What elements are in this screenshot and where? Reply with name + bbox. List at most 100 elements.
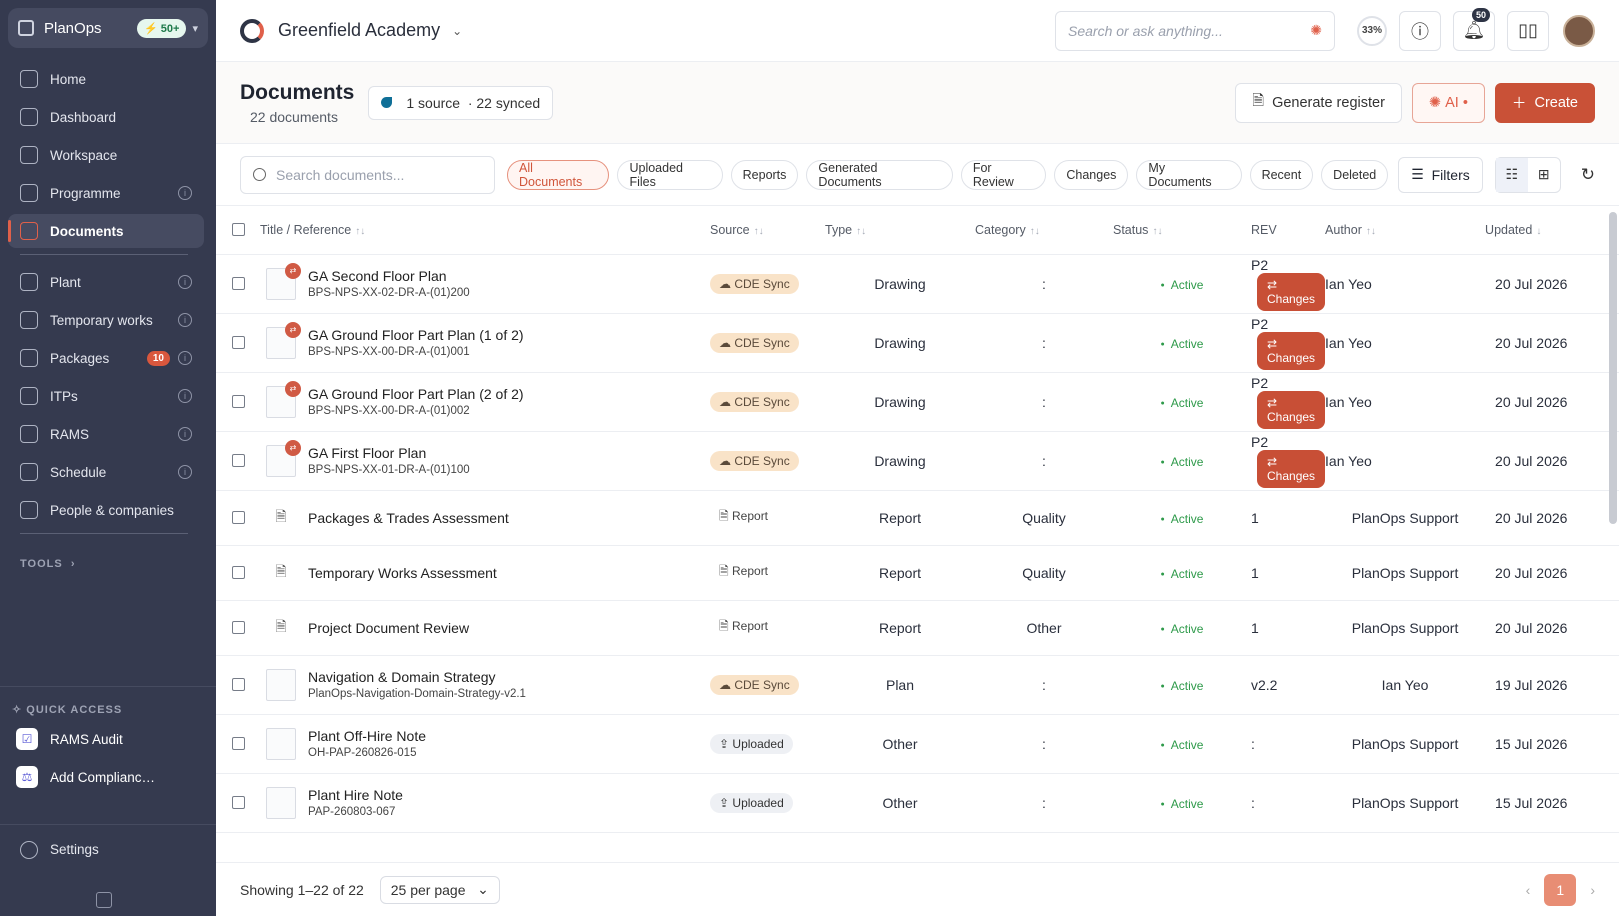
sort-icon[interactable]: ↑↓ xyxy=(856,225,867,237)
info-icon[interactable]: i xyxy=(178,275,192,289)
quick-access-add-compliance[interactable]: ⚖ Add Complianc… xyxy=(0,758,216,796)
document-title[interactable]: GA Ground Floor Part Plan (2 of 2) xyxy=(308,386,524,402)
col-author[interactable]: Author xyxy=(1325,222,1362,237)
notifications-button[interactable]: 🔔︎ 50 xyxy=(1453,7,1495,51)
project-name[interactable]: Greenfield Academy xyxy=(278,20,441,40)
guide-button[interactable]: ▯▯ xyxy=(1507,10,1549,51)
ai-button[interactable]: ✺ AI • xyxy=(1411,82,1485,123)
info-icon[interactable]: i xyxy=(178,389,192,403)
sidebar-item-programme[interactable]: Programme i xyxy=(8,176,204,210)
col-title[interactable]: Title / Reference xyxy=(260,222,352,237)
quick-access-rams-audit[interactable]: ☑ RAMS Audit xyxy=(0,720,216,758)
filters-button[interactable]: ☰ Filters xyxy=(1398,156,1483,193)
global-search-input[interactable]: Search or ask anything... ✺ xyxy=(1055,10,1335,51)
table-row[interactable]: Navigation & Domain Strategy PlanOps-Nav… xyxy=(216,655,1619,715)
filter-chip-for-review[interactable]: For Review xyxy=(960,159,1047,190)
source-sync-pill[interactable]: 1 source · 22 synced xyxy=(368,85,554,120)
table-row[interactable]: ⇄ GA Ground Floor Part Plan (1 of 2) BPS… xyxy=(216,313,1619,373)
per-page-select[interactable]: 25 per page ⌄ xyxy=(379,875,500,904)
sort-icon[interactable]: ↑↓ xyxy=(1029,225,1040,237)
sidebar-item-itps[interactable]: ITPs i xyxy=(8,379,204,413)
row-checkbox[interactable] xyxy=(232,621,245,634)
changes-badge[interactable]: ⇄ Changes xyxy=(1257,331,1326,370)
sidebar-item-schedule[interactable]: Schedule i xyxy=(8,455,204,489)
changes-badge[interactable]: ⇄ Changes xyxy=(1257,272,1326,311)
filter-chip-generated-documents[interactable]: Generated Documents xyxy=(806,159,953,190)
sort-desc-icon[interactable]: ↓ xyxy=(1536,225,1542,237)
info-icon[interactable]: i xyxy=(178,186,192,200)
sidebar-item-dashboard[interactable]: Dashboard xyxy=(8,100,204,134)
workspace-switcher[interactable]: PlanOps ⚡ 50+ ▾ xyxy=(8,8,208,48)
table-row[interactable]: Plant Hire Note PAP-260803-067 ⇪ Uploade… xyxy=(216,773,1619,833)
row-checkbox[interactable] xyxy=(232,454,245,467)
tools-toggle[interactable]: TOOLS › xyxy=(0,544,216,584)
row-checkbox[interactable] xyxy=(232,678,245,691)
sidebar-item-plant[interactable]: Plant i xyxy=(8,265,204,299)
document-search-input[interactable]: Search documents... xyxy=(240,155,496,194)
collapse-sidebar-icon[interactable] xyxy=(96,892,112,908)
col-source[interactable]: Source xyxy=(710,222,750,237)
sort-icon[interactable]: ↑↓ xyxy=(753,225,764,237)
sidebar-item-packages[interactable]: Packages 10 i xyxy=(8,341,204,375)
table-row[interactable]: 🗎 Project Document Review 🗎 Report Repor… xyxy=(216,600,1619,656)
filter-chip-uploaded-files[interactable]: Uploaded Files xyxy=(617,159,723,190)
document-title[interactable]: Packages & Trades Assessment xyxy=(308,509,509,526)
settings-link[interactable]: Settings xyxy=(0,824,216,864)
table-row[interactable]: ⇄ GA Ground Floor Part Plan (2 of 2) BPS… xyxy=(216,372,1619,432)
table-row[interactable]: ⇄ GA First Floor Plan BPS-NPS-XX-01-DR-A… xyxy=(216,431,1619,491)
filter-chip-recent[interactable]: Recent xyxy=(1249,159,1314,190)
filter-chip-reports[interactable]: Reports xyxy=(730,159,799,190)
chevron-down-icon[interactable]: ⌄ xyxy=(452,23,463,38)
info-icon[interactable]: i xyxy=(178,351,192,365)
filter-chip-all-documents[interactable]: All Documents xyxy=(507,159,610,190)
filter-chip-deleted[interactable]: Deleted xyxy=(1321,159,1389,190)
info-icon[interactable]: i xyxy=(178,465,192,479)
table-row[interactable]: Plant Off-Hire Note OH-PAP-260826-015 ⇪ … xyxy=(216,714,1619,774)
document-title[interactable]: Plant Off-Hire Note xyxy=(308,728,427,744)
sidebar-item-workspace[interactable]: Workspace xyxy=(8,138,204,172)
document-title[interactable]: Project Document Review xyxy=(308,619,470,636)
sort-icon[interactable]: ↑↓ xyxy=(355,225,366,237)
info-icon[interactable]: i xyxy=(178,427,192,441)
sidebar-item-rams[interactable]: RAMS i xyxy=(8,417,204,451)
sort-icon[interactable]: ↑↓ xyxy=(1365,225,1376,237)
row-checkbox[interactable] xyxy=(232,737,245,750)
scrollbar[interactable] xyxy=(1609,212,1617,524)
row-checkbox[interactable] xyxy=(232,395,245,408)
filter-chip-changes[interactable]: Changes xyxy=(1054,159,1129,190)
document-title[interactable]: GA Second Floor Plan xyxy=(308,268,447,284)
next-page-icon[interactable]: › xyxy=(1590,881,1595,898)
row-checkbox[interactable] xyxy=(232,796,245,809)
filter-chip-my-documents[interactable]: My Documents xyxy=(1136,159,1242,190)
list-view-icon[interactable]: ☷ xyxy=(1495,157,1528,192)
sidebar-item-documents[interactable]: Documents xyxy=(8,214,204,248)
document-title[interactable]: Temporary Works Assessment xyxy=(308,564,497,581)
row-checkbox[interactable] xyxy=(232,336,245,349)
row-checkbox[interactable] xyxy=(232,566,245,579)
row-checkbox[interactable] xyxy=(232,511,245,524)
changes-badge[interactable]: ⇄ Changes xyxy=(1257,390,1326,429)
table-row[interactable]: ⇄ GA Second Floor Plan BPS-NPS-XX-02-DR-… xyxy=(216,254,1619,314)
changes-badge[interactable]: ⇄ Changes xyxy=(1257,449,1326,488)
grid-view-icon[interactable]: ⊞ xyxy=(1537,166,1550,182)
sidebar-item-home[interactable]: Home xyxy=(8,62,204,96)
prev-page-icon[interactable]: ‹ xyxy=(1525,881,1531,898)
table-row[interactable]: 🗎 Packages & Trades Assessment 🗎 Report … xyxy=(216,490,1619,546)
row-checkbox[interactable] xyxy=(232,277,245,290)
col-category[interactable]: Category xyxy=(975,222,1026,237)
info-icon[interactable]: i xyxy=(178,313,192,327)
table-row[interactable]: 🗎 Temporary Works Assessment 🗎 Report Re… xyxy=(216,545,1619,601)
document-title[interactable]: Plant Hire Note xyxy=(308,787,403,803)
progress-indicator[interactable]: 33% xyxy=(1357,15,1387,46)
sidebar-item-people-companies[interactable]: People & companies xyxy=(8,493,204,527)
sort-icon[interactable]: ↑↓ xyxy=(1152,225,1163,237)
document-title[interactable]: Navigation & Domain Strategy xyxy=(308,669,496,685)
document-title[interactable]: GA Ground Floor Part Plan (1 of 2) xyxy=(308,327,524,343)
document-title[interactable]: GA First Floor Plan xyxy=(308,445,427,461)
col-type[interactable]: Type xyxy=(825,222,853,237)
select-all-checkbox[interactable] xyxy=(232,223,245,237)
refresh-icon[interactable]: ↻ xyxy=(1580,164,1595,184)
help-button[interactable]: ⓘ xyxy=(1399,10,1441,51)
generate-register-button[interactable]: 🗎 Generate register xyxy=(1235,82,1402,123)
col-updated[interactable]: Updated xyxy=(1485,222,1533,237)
